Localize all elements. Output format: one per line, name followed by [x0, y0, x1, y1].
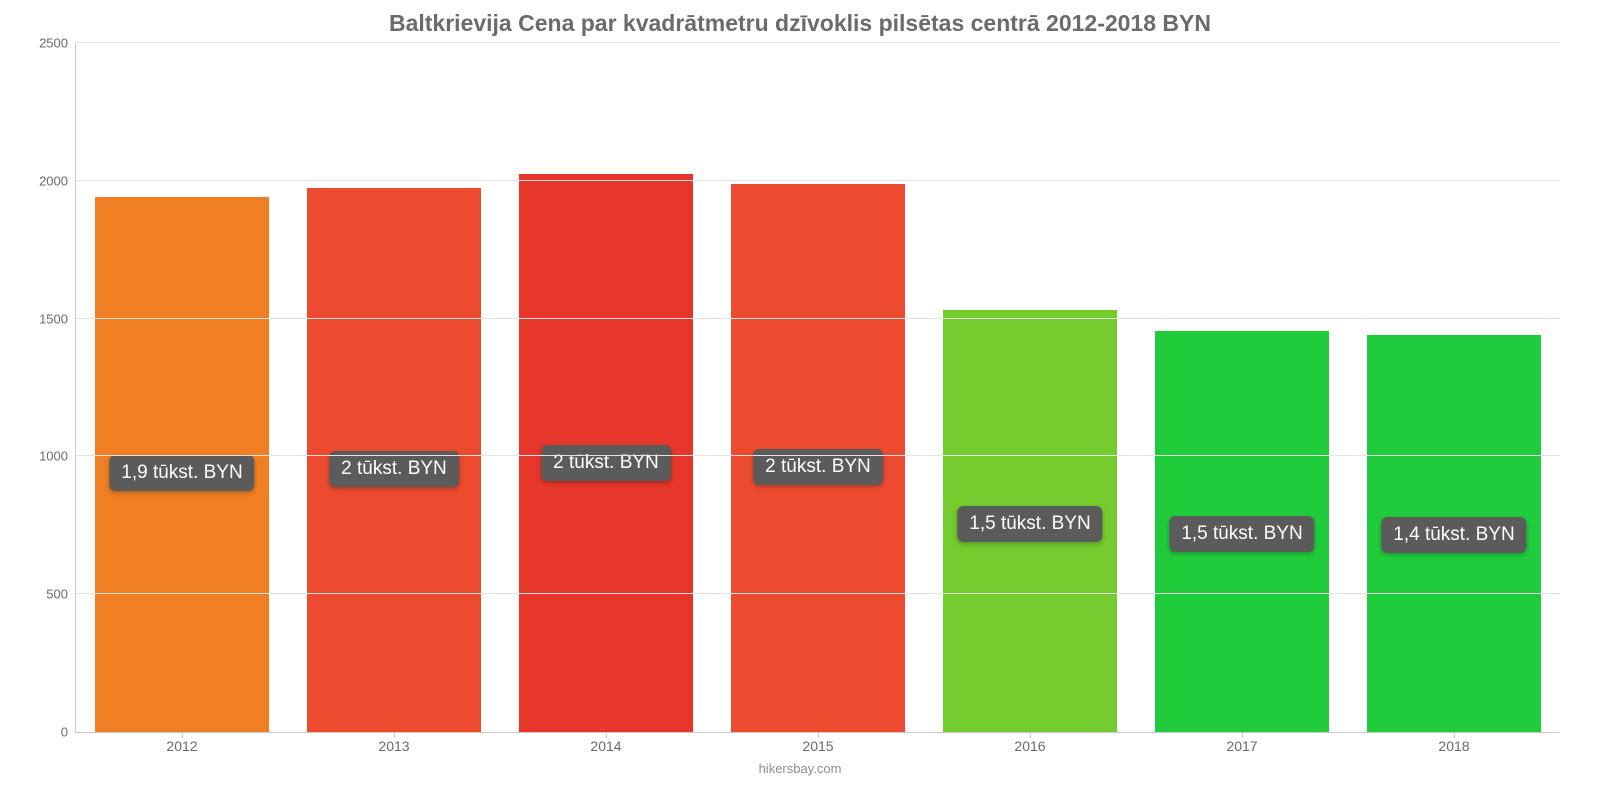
bar-slot: 1,5 tūkst. BYN2017 — [1136, 43, 1348, 732]
bar: 2 tūkst. BYN — [307, 188, 481, 732]
bar-value-badge: 2 tūkst. BYN — [541, 445, 671, 481]
y-tick-label: 0 — [61, 725, 76, 740]
y-tick-label: 1500 — [39, 311, 76, 326]
chart-title: Baltkrievija Cena par kvadrātmetru dzīvo… — [20, 10, 1580, 37]
bar: 1,5 tūkst. BYN — [1155, 331, 1329, 732]
bar-value-badge: 1,5 tūkst. BYN — [957, 506, 1102, 542]
bar: 2 tūkst. BYN — [519, 174, 693, 732]
bar-slot: 2 tūkst. BYN2014 — [500, 43, 712, 732]
x-tick-label: 2017 — [1226, 738, 1257, 754]
plot-area: 1,9 tūkst. BYN20122 tūkst. BYN20132 tūks… — [75, 43, 1560, 733]
bar-value-badge: 2 tūkst. BYN — [329, 451, 459, 487]
x-tick-label: 2012 — [166, 738, 197, 754]
x-tick-label: 2014 — [590, 738, 621, 754]
gridline — [76, 455, 1560, 456]
price-chart: Baltkrievija Cena par kvadrātmetru dzīvo… — [0, 0, 1600, 800]
gridline — [76, 593, 1560, 594]
x-tick-label: 2013 — [378, 738, 409, 754]
bar: 1,9 tūkst. BYN — [95, 197, 269, 732]
y-tick-label: 2500 — [39, 36, 76, 51]
gridline — [76, 180, 1560, 181]
y-tick-label: 500 — [46, 587, 76, 602]
bar-value-badge: 1,4 tūkst. BYN — [1381, 517, 1526, 553]
y-tick-label: 2000 — [39, 173, 76, 188]
bar-slot: 1,5 tūkst. BYN2016 — [924, 43, 1136, 732]
bar-slot: 1,9 tūkst. BYN2012 — [76, 43, 288, 732]
gridline — [76, 42, 1560, 43]
source-text: hikersbay.com — [20, 761, 1580, 776]
bar-slot: 2 tūkst. BYN2013 — [288, 43, 500, 732]
bar: 2 tūkst. BYN — [731, 184, 905, 732]
x-tick-label: 2015 — [802, 738, 833, 754]
bar-slot: 1,4 tūkst. BYN2018 — [1348, 43, 1560, 732]
bar-slot: 2 tūkst. BYN2015 — [712, 43, 924, 732]
bar-value-badge: 1,5 tūkst. BYN — [1169, 516, 1314, 552]
bar: 1,4 tūkst. BYN — [1367, 335, 1541, 732]
bars-group: 1,9 tūkst. BYN20122 tūkst. BYN20132 tūks… — [76, 43, 1560, 732]
gridline — [76, 318, 1560, 319]
x-tick-label: 2018 — [1438, 738, 1469, 754]
bar: 1,5 tūkst. BYN — [943, 310, 1117, 732]
x-tick-label: 2016 — [1014, 738, 1045, 754]
bar-value-badge: 1,9 tūkst. BYN — [109, 455, 254, 491]
y-tick-label: 1000 — [39, 449, 76, 464]
